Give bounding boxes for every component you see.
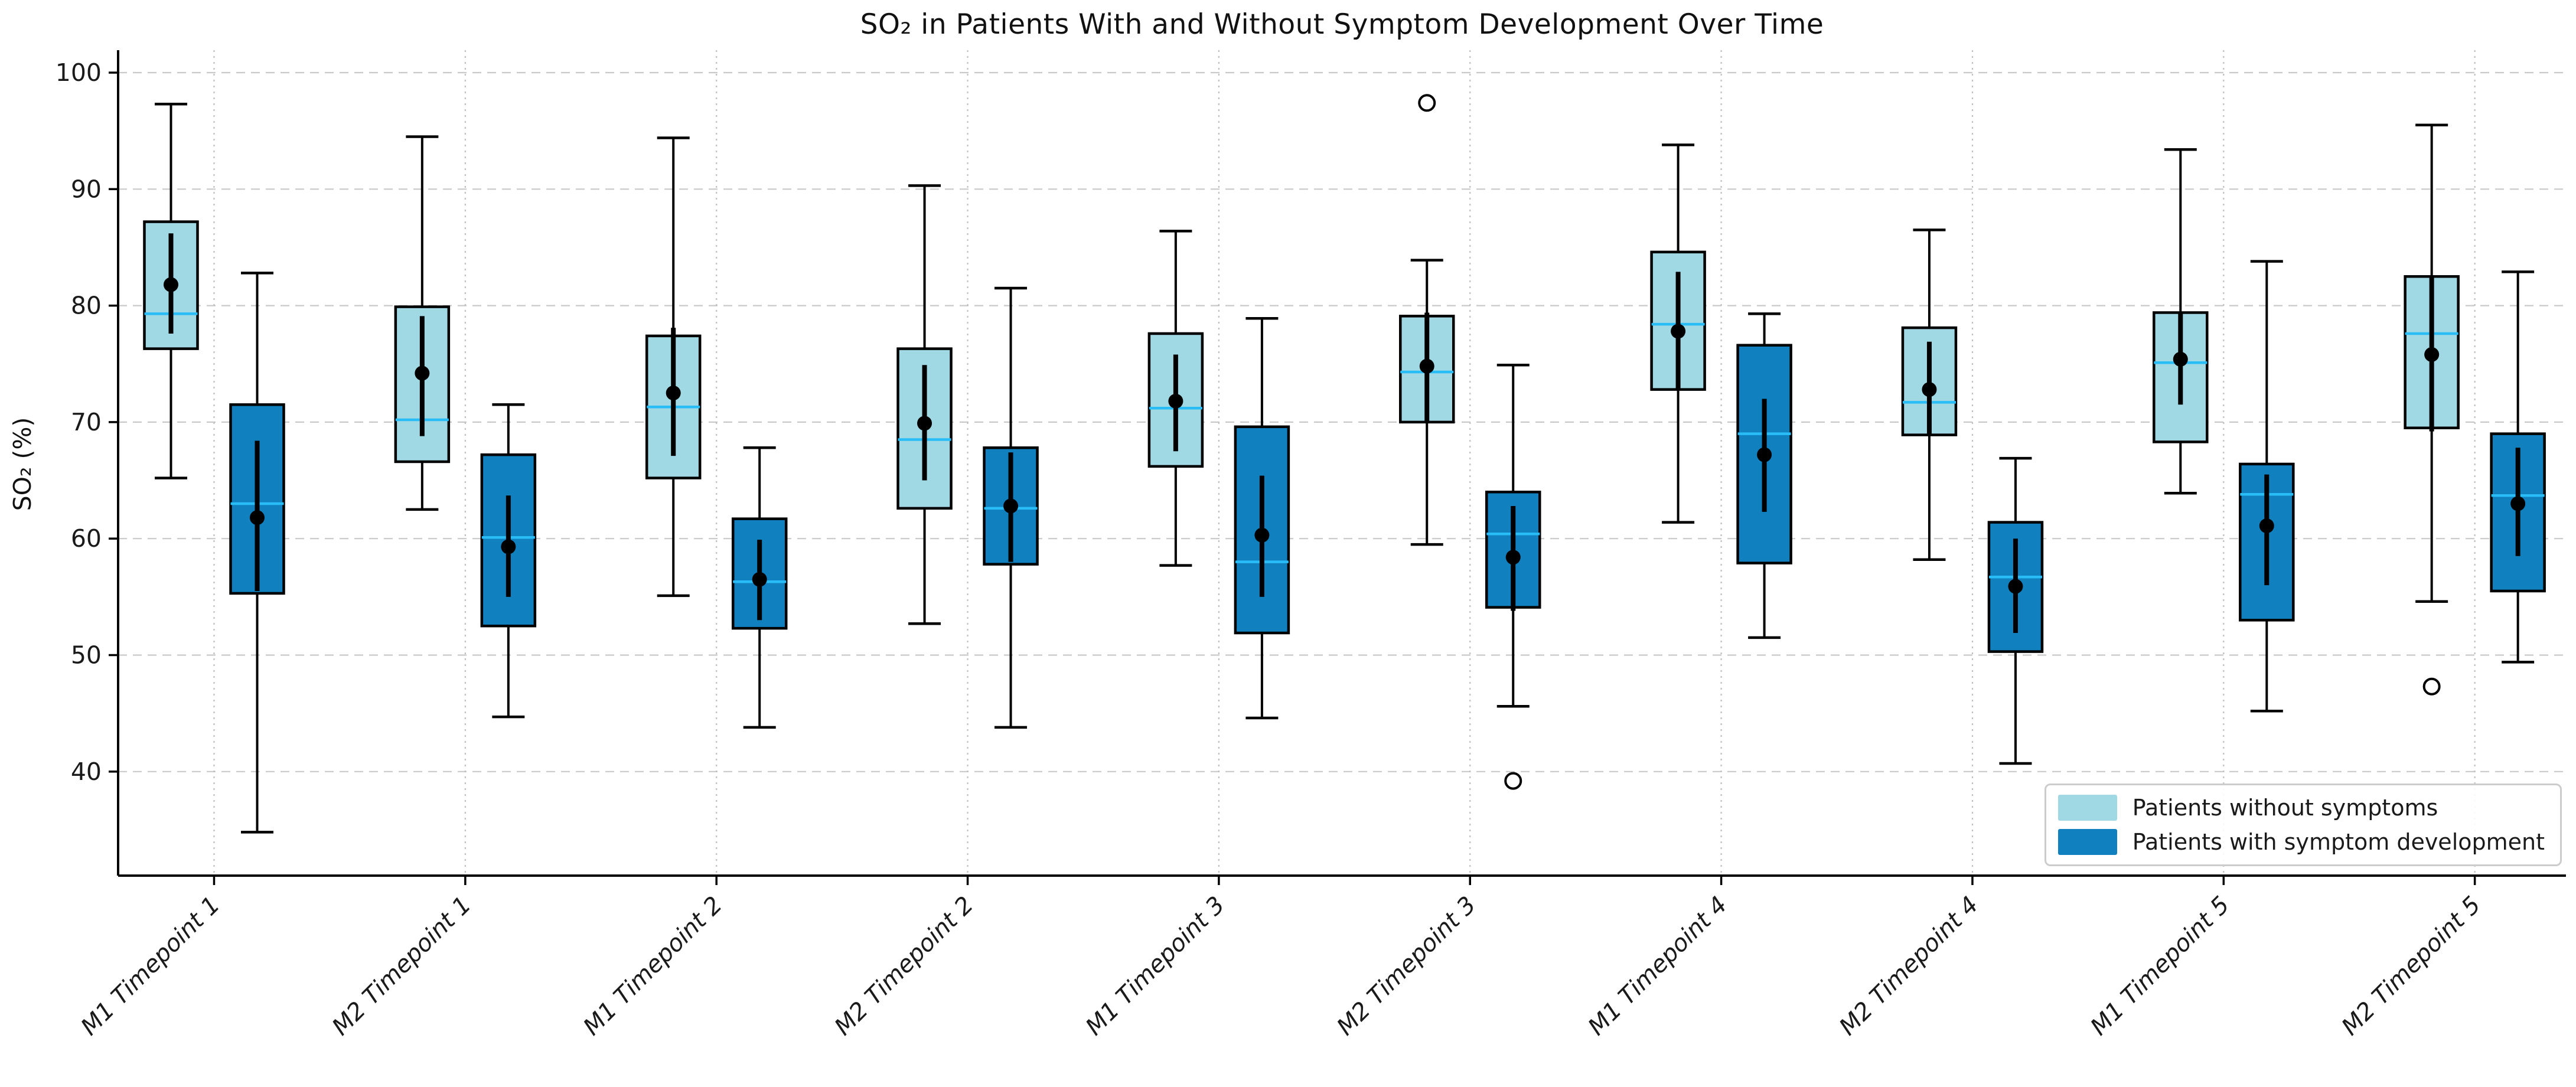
mean-marker [1922, 382, 1937, 397]
mean-marker [250, 510, 265, 525]
mean-marker [1757, 447, 1772, 462]
x-tick-label: M1 Timepoint 3 [1081, 892, 1230, 1041]
y-tick-label: 40 [71, 758, 102, 786]
mean-marker [2424, 347, 2440, 362]
x-tick-label: M2 Timepoint 5 [2337, 892, 2486, 1041]
mean-marker [1254, 527, 1270, 543]
legend-item-with-symptoms: Patients with symptom development [2057, 829, 2545, 855]
mean-marker [752, 572, 767, 587]
legend-swatch-dark-icon [2057, 829, 2117, 855]
mean-marker [666, 386, 681, 401]
y-tick-label: 60 [71, 524, 102, 553]
x-tick-label: M1 Timepoint 1 [76, 892, 225, 1041]
legend-swatch-light-icon [2057, 795, 2117, 821]
x-tick-label: M2 Timepoint 4 [1834, 892, 1984, 1041]
mean-marker [2008, 579, 2023, 594]
x-tick-label: M1 Timepoint 2 [578, 892, 728, 1041]
mean-marker [1505, 550, 1521, 565]
x-tick-label: M1 Timepoint 4 [1583, 892, 1733, 1041]
mean-marker [501, 539, 516, 554]
legend-item-without-symptoms: Patients without symptoms [2057, 795, 2545, 821]
mean-marker [917, 416, 932, 431]
legend: Patients without symptoms Patients with … [2044, 784, 2562, 866]
mean-marker [2173, 351, 2188, 367]
x-tick-label: M2 Timepoint 2 [829, 892, 979, 1041]
y-tick-label: 70 [71, 408, 102, 436]
y-tick-label: 90 [71, 175, 102, 203]
x-tick-label: M2 Timepoint 1 [327, 892, 477, 1041]
y-tick-label: 80 [71, 292, 102, 320]
mean-marker [1003, 498, 1019, 514]
chart-title: SO₂ in Patients With and Without Symptom… [860, 8, 1824, 41]
outlier-marker [1418, 94, 1436, 112]
mean-marker [2259, 518, 2274, 533]
mean-marker [1671, 324, 1686, 339]
x-tick-label: M1 Timepoint 5 [2085, 892, 2235, 1041]
legend-label: Patients without symptoms [2132, 795, 2438, 821]
y-tick-label: 100 [56, 58, 102, 87]
mean-marker [1419, 358, 1434, 374]
x-tick-label: M2 Timepoint 3 [1332, 892, 1481, 1041]
y-axis-title: SO₂ (%) [8, 417, 37, 511]
mean-marker [2510, 496, 2526, 511]
mean-marker [164, 277, 178, 292]
mean-marker [1168, 393, 1183, 409]
y-tick-label: 50 [71, 641, 102, 670]
outlier-marker [1504, 772, 1522, 790]
legend-label: Patients with symptom development [2132, 829, 2545, 855]
outlier-marker [2422, 677, 2441, 696]
mean-marker [415, 365, 430, 381]
